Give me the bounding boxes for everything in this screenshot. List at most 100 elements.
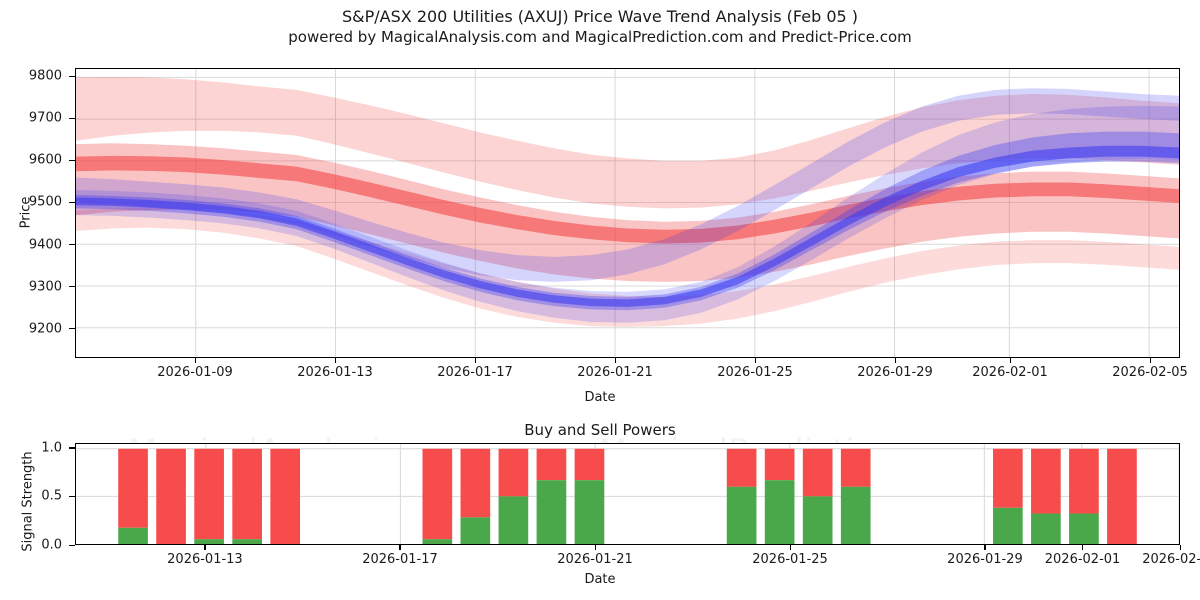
buy-power-bar: [764, 480, 795, 544]
buy-power-bar: [574, 480, 605, 544]
power-x-tick-label: 2026-01-29: [947, 552, 1023, 567]
buy-power-bar: [118, 527, 148, 544]
buy-power-bar: [460, 517, 491, 544]
price-band-red-core: [76, 155, 1179, 244]
page-subtitle: powered by MagicalAnalysis.com and Magic…: [288, 28, 912, 46]
sell-power-bar: [840, 448, 871, 487]
power-y-tick-mark: [69, 495, 75, 498]
power-x-tick-mark: [204, 545, 206, 550]
price-band-blue-outer: [76, 105, 1179, 323]
price-y-axis-label: Price: [18, 196, 34, 229]
power-y-tick-label: 1.0: [41, 440, 62, 456]
price-y-tick-mark: [69, 159, 75, 162]
price-y-tick-mark: [69, 244, 75, 246]
buy-power-bar: [726, 486, 757, 544]
price-x-tick-mark: [894, 358, 896, 363]
price-x-tick-label: 2026-02-05: [1112, 365, 1188, 380]
price-y-tick-label: 9200: [28, 321, 62, 337]
sell-power-bar: [156, 448, 186, 544]
power-x-tick-mark: [1179, 545, 1181, 550]
chart-title-block: S&P/ASX 200 Utilities (AXUJ) Price Wave …: [0, 6, 1200, 48]
price-x-tick-label: 2026-01-29: [857, 365, 933, 380]
sell-power-bar: [536, 448, 567, 481]
price-x-tick-mark: [474, 358, 476, 363]
sell-power-bar: [422, 448, 453, 540]
buy-power-bar: [840, 486, 871, 544]
buy-power-bar: [1031, 513, 1061, 544]
buy-power-bar: [232, 539, 262, 544]
power-x-tick-mark: [789, 545, 791, 550]
price-x-tick-mark: [614, 358, 616, 363]
power-chart-plot-area: [75, 443, 1180, 545]
buy-power-bar: [802, 496, 833, 544]
sell-power-bar: [232, 448, 262, 540]
sell-power-bar: [1107, 448, 1137, 544]
buy-power-bar: [194, 539, 224, 544]
sell-power-bar: [1031, 448, 1061, 514]
power-chart-title: Buy and Sell Powers: [524, 421, 676, 439]
sell-power-bar: [802, 448, 833, 497]
buy-power-bar: [993, 507, 1023, 544]
price-x-tick-mark: [334, 358, 336, 363]
price-x-axis-label: Date: [584, 390, 616, 405]
price-x-tick-mark: [754, 358, 756, 363]
price-x-tick-mark: [194, 358, 196, 363]
price-y-tick-label: 9700: [28, 110, 62, 126]
power-x-tick-mark: [594, 545, 596, 550]
power-y-tick-label: 0.0: [41, 537, 62, 553]
price-y-tick-label: 9300: [28, 279, 62, 295]
price-x-tick-label: 2026-01-13: [297, 365, 373, 380]
buy-power-bar: [1069, 513, 1099, 544]
power-x-tick-mark: [1082, 545, 1084, 550]
price-chart-svg: [76, 69, 1179, 357]
sell-power-bar: [1069, 448, 1099, 514]
power-x-tick-label: 2026-01-17: [362, 552, 438, 567]
price-band-red-lower-tail: [76, 207, 1179, 327]
price-chart-plot-area: [75, 68, 1180, 358]
price-y-tick-label: 9500: [28, 194, 62, 210]
sell-power-bar: [194, 448, 224, 540]
price-y-tick-label: 9600: [28, 152, 62, 168]
sell-power-bar: [574, 448, 605, 481]
price-y-tick-mark: [69, 117, 75, 120]
price-y-tick-label: 9800: [28, 68, 62, 84]
price-y-tick-mark: [69, 286, 75, 288]
power-x-tick-mark: [984, 545, 986, 550]
buy-power-bar: [498, 496, 529, 544]
power-x-tick-label: 2026-01-13: [167, 552, 243, 567]
buy-power-bar: [422, 539, 453, 544]
price-y-tick-mark: [69, 328, 75, 330]
price-band-red-outer-upper: [76, 76, 1179, 209]
power-chart-svg: [76, 444, 1179, 544]
sell-power-bar: [460, 448, 491, 518]
power-x-tick-label: 2026-02-05: [1142, 552, 1200, 567]
price-x-tick-label: 2026-01-17: [437, 365, 513, 380]
price-x-tick-mark: [1149, 358, 1151, 363]
power-x-tick-label: 2026-01-21: [557, 552, 633, 567]
price-y-tick-mark: [69, 201, 75, 204]
power-x-tick-label: 2026-01-25: [752, 552, 828, 567]
power-x-axis-label: Date: [584, 572, 616, 587]
page-title: S&P/ASX 200 Utilities (AXUJ) Price Wave …: [342, 7, 858, 26]
sell-power-bar: [118, 448, 148, 528]
price-x-tick-label: 2026-01-25: [717, 365, 793, 380]
power-y-tick-mark: [69, 544, 75, 546]
power-x-tick-label: 2026-02-01: [1044, 552, 1121, 567]
sell-power-bar: [270, 448, 301, 544]
sell-power-bar: [726, 448, 757, 487]
price-y-tick-label: 9400: [28, 237, 62, 253]
power-y-tick-mark: [69, 447, 75, 449]
power-x-tick-mark: [399, 545, 401, 550]
price-y-tick-mark: [69, 75, 75, 78]
power-y-tick-label: 0.5: [41, 488, 62, 504]
price-x-tick-label: 2026-02-01: [972, 365, 1048, 380]
price-band-blue-upper-late: [76, 88, 1179, 282]
buy-power-bar: [536, 480, 567, 544]
power-y-axis-label: Signal Strength: [20, 451, 36, 552]
price-x-tick-label: 2026-01-21: [577, 365, 653, 380]
sell-power-bar: [498, 448, 529, 497]
price-band-red-mid-upper: [76, 143, 1179, 282]
sell-power-bar: [764, 448, 795, 481]
price-x-tick-mark: [1009, 358, 1011, 363]
